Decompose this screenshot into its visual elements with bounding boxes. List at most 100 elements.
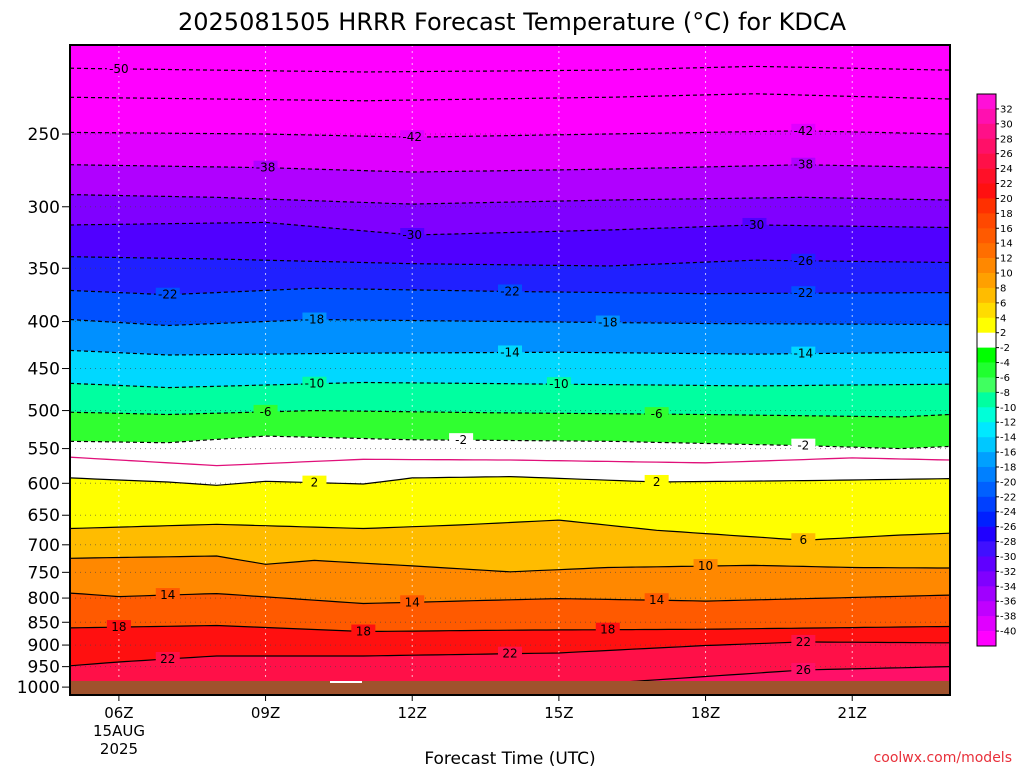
y-tick-850: 850 — [28, 613, 60, 633]
colorbar-label--32: -32 — [1000, 567, 1016, 578]
colorbar-swatch — [977, 526, 996, 542]
contour-label-bg — [302, 475, 327, 490]
contour-label-14: 14 — [405, 595, 420, 609]
colorbar-label--36: -36 — [1000, 597, 1016, 608]
colorbar-legend: 32 30 28 26 24 22 20 18 16 14 12 10 8 6 4 2 -2 -4 -6 -8 -10 -… — [976, 93, 1016, 647]
y-tick-700: 700 — [28, 536, 60, 556]
contour-label-bg — [595, 622, 620, 637]
contour-label-bg — [693, 559, 718, 574]
contour-lines: -50-42 -42-38 -38-30-30-26-22 -22 -22-18 -18-… — [70, 61, 950, 695]
colorbar-label-2: 2 — [1000, 328, 1006, 339]
contour-label-bg — [302, 312, 327, 327]
contour-label--38: -38 — [256, 161, 276, 175]
contour-label--14: -14 — [794, 347, 814, 361]
contour-label-6: 6 — [800, 533, 808, 547]
contour-label-26: 26 — [796, 663, 811, 677]
colorbar-label--8: -8 — [1000, 388, 1010, 399]
colorbar-swatch — [977, 243, 996, 259]
colorbar-label-4: 4 — [1000, 313, 1006, 324]
x-axis: 06Z 09Z 12Z 15Z 18Z 21Z — [104, 695, 867, 722]
contour-label-bg — [791, 286, 816, 301]
contour-label-bg — [351, 624, 376, 639]
contour-label-bg — [253, 160, 278, 175]
contour-label-18: 18 — [356, 625, 371, 639]
contour-label-bg — [400, 595, 425, 610]
credit-link[interactable]: coolwx.com/models — [874, 750, 1012, 766]
contour-label-22: 22 — [160, 652, 175, 666]
date-label-day: 15AUG — [93, 722, 145, 740]
colorbar-swatch — [977, 258, 996, 274]
contour-label-bg — [791, 634, 816, 649]
contour-label-14: 14 — [160, 588, 175, 602]
contour-label-bg — [791, 123, 816, 138]
colorbar-label-30: 30 — [1000, 119, 1013, 130]
colorbar-swatch — [977, 616, 996, 632]
contour-10 — [70, 555, 950, 573]
colorbar-label-20: 20 — [1000, 194, 1013, 205]
contour-14 — [70, 592, 950, 605]
colorbar-label-6: 6 — [1000, 298, 1006, 309]
contour-label-bg — [791, 346, 816, 361]
y-tick-450: 450 — [28, 360, 60, 380]
colorbar-label--18: -18 — [1000, 462, 1016, 473]
colorbar-swatch — [977, 198, 996, 214]
contour-label-bg — [155, 287, 180, 302]
contour-label-bg — [302, 376, 327, 391]
colorbar-swatch — [977, 302, 996, 319]
x-tick-21Z: 21Z — [838, 704, 867, 722]
colorbar-swatch — [977, 571, 996, 587]
contour-label-22: 22 — [796, 635, 811, 649]
y-tick-300: 300 — [28, 198, 60, 218]
colorbar-frame — [976, 93, 997, 647]
colorbar-label--10: -10 — [1000, 403, 1016, 414]
contour-0 — [70, 456, 950, 467]
temp-band--46 — [70, 93, 950, 138]
x-tick-15Z: 15Z — [544, 704, 573, 722]
colorbar-label--24: -24 — [1000, 507, 1016, 518]
ground-band — [70, 681, 950, 695]
temp-band--10 — [70, 382, 950, 418]
colorbar-swatch — [977, 213, 996, 229]
colorbar-label-16: 16 — [1000, 224, 1013, 235]
contour-label--2: -2 — [797, 439, 809, 453]
colorbar-swatch — [977, 108, 996, 125]
colorbar-swatch — [977, 556, 996, 572]
colorbar-swatch — [977, 407, 996, 423]
colorbar-swatch — [977, 332, 996, 348]
y-axis: 250 300 350 400 450 500 550 600 650 700 750 800 850 9… — [17, 125, 70, 698]
ground-marker — [330, 681, 362, 683]
y-tick-400: 400 — [28, 313, 60, 333]
y-tick-250: 250 — [28, 125, 60, 145]
colorbar-swatch — [977, 228, 996, 244]
contour-label-bg — [742, 217, 767, 232]
x-tick-12Z: 12Z — [398, 704, 427, 722]
colorbar-swatch — [977, 123, 996, 140]
contour-label--6: -6 — [651, 407, 663, 421]
colorbar-label-26: 26 — [1000, 149, 1013, 160]
contour-label-bg — [498, 284, 522, 299]
contour-18 — [70, 624, 950, 633]
colorbar-label--34: -34 — [1000, 582, 1016, 593]
contour-label-bg — [106, 620, 131, 635]
colorbar-label-22: 22 — [1000, 179, 1013, 190]
contour-label--26: -26 — [794, 254, 814, 268]
contour-label--22: -22 — [158, 288, 178, 302]
contour-label-2: 2 — [653, 475, 661, 489]
colorbar-label--26: -26 — [1000, 522, 1016, 533]
colorbar-label--28: -28 — [1000, 537, 1016, 548]
colorbar-label--12: -12 — [1000, 418, 1016, 429]
colorbar-swatch — [977, 347, 996, 363]
contour-label--22: -22 — [794, 286, 814, 300]
contour-label-bg — [644, 407, 669, 422]
x-tick-09Z: 09Z — [251, 704, 280, 722]
contour-label-bg — [791, 533, 816, 548]
colorbar-swatch — [977, 437, 996, 453]
colorbar-swatch — [977, 377, 996, 393]
colorbar-label-32: 32 — [1000, 104, 1013, 115]
contour-label-bg — [498, 345, 522, 360]
colorbar-swatch — [977, 452, 996, 468]
colorbar-label--2: -2 — [1000, 343, 1010, 354]
colorbar-label--22: -22 — [1000, 492, 1016, 503]
colorbar-swatch — [977, 511, 996, 527]
contour-label-bg — [791, 253, 816, 268]
